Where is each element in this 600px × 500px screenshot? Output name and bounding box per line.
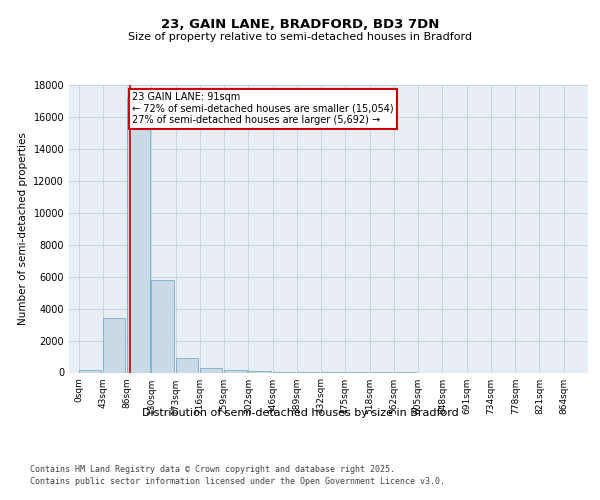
Text: Distribution of semi-detached houses by size in Bradford: Distribution of semi-detached houses by … — [142, 408, 458, 418]
Text: Contains HM Land Registry data © Crown copyright and database right 2025.: Contains HM Land Registry data © Crown c… — [30, 465, 395, 474]
Bar — [200, 368, 222, 372]
Text: 23 GAIN LANE: 91sqm
← 72% of semi-detached houses are smaller (15,054)
27% of se: 23 GAIN LANE: 91sqm ← 72% of semi-detach… — [132, 92, 394, 126]
Bar — [103, 318, 125, 372]
Bar — [151, 280, 174, 372]
Text: 23, GAIN LANE, BRADFORD, BD3 7DN: 23, GAIN LANE, BRADFORD, BD3 7DN — [161, 18, 439, 30]
Text: Size of property relative to semi-detached houses in Bradford: Size of property relative to semi-detach… — [128, 32, 472, 42]
Text: Contains public sector information licensed under the Open Government Licence v3: Contains public sector information licen… — [30, 478, 445, 486]
Bar — [127, 98, 149, 372]
Y-axis label: Number of semi-detached properties: Number of semi-detached properties — [18, 132, 28, 325]
Bar — [224, 370, 247, 372]
Bar — [79, 370, 101, 372]
Bar — [176, 358, 198, 372]
